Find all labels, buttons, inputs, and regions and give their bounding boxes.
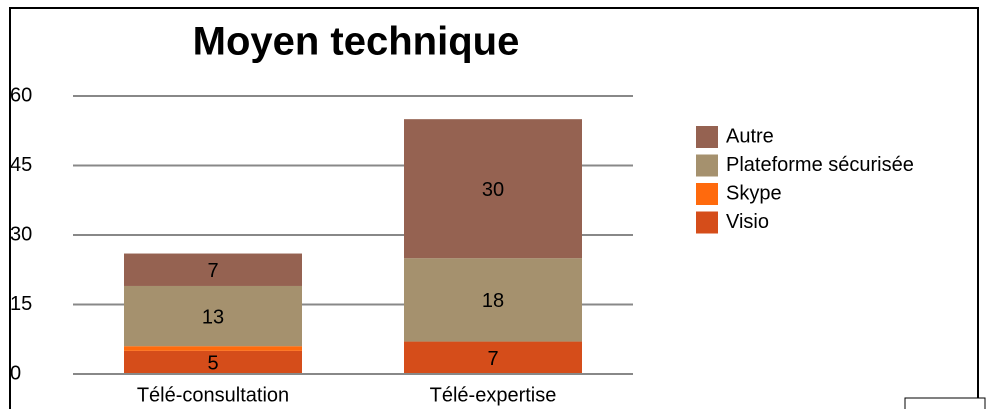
data-label: 13 — [202, 306, 224, 328]
y-tick-label: 60 — [10, 84, 32, 106]
x-tick-label: Télé-expertise — [430, 384, 557, 406]
data-label: 18 — [482, 290, 504, 312]
bar-segment — [404, 119, 582, 259]
data-label: 30 — [482, 179, 504, 201]
y-tick-label: 15 — [10, 293, 32, 315]
legend-label: Skype — [726, 182, 782, 204]
legend-label: Autre — [726, 125, 774, 147]
data-label: 7 — [207, 260, 218, 282]
chart-title: Moyen technique — [193, 20, 520, 64]
bar-segment — [124, 253, 302, 286]
legend-label: Plateforme sécurisée — [726, 154, 914, 176]
legend-label: Visio — [726, 211, 769, 233]
overlay-box — [904, 397, 986, 409]
y-tick-label: 0 — [10, 362, 21, 384]
bar-segment — [124, 285, 302, 347]
bar-segment — [404, 258, 582, 342]
data-label: 5 — [207, 353, 218, 375]
x-tick-label: Télé-consultation — [137, 384, 289, 406]
data-label: 7 — [487, 348, 498, 370]
legend-swatch — [696, 154, 718, 177]
legend-swatch — [696, 126, 718, 148]
legend-swatch — [696, 183, 718, 205]
legend-swatch — [696, 211, 718, 234]
bar-segment — [124, 350, 302, 374]
bar-segment — [124, 346, 302, 351]
bar-segment — [404, 341, 582, 374]
y-tick-label: 30 — [10, 223, 32, 245]
y-tick-label: 45 — [10, 154, 32, 176]
